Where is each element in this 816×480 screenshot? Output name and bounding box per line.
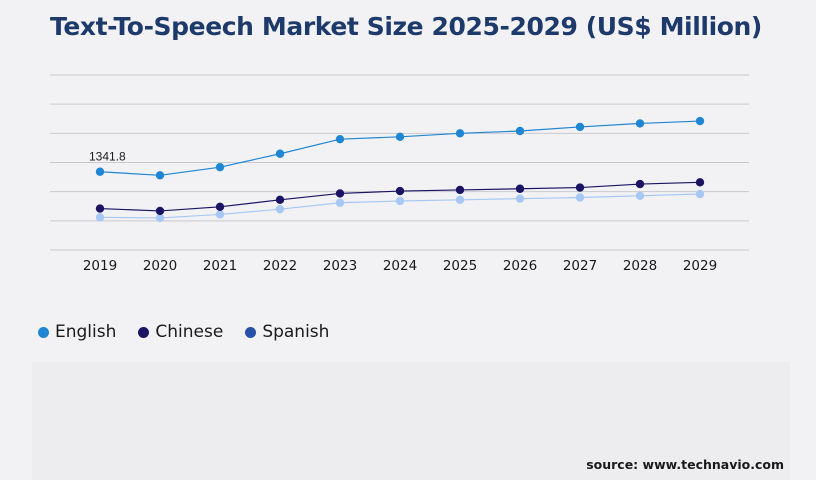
point-english-2021 (215, 162, 225, 172)
chart-title: Text-To-Speech Market Size 2025-2029 (US… (50, 12, 762, 41)
point-spanish-2027 (575, 193, 585, 202)
legend-marker-english (38, 326, 49, 338)
point-spanish-2020 (155, 213, 165, 223)
point-english-2023 (335, 134, 345, 144)
point-chinese-2022 (275, 195, 285, 205)
legend-marker-chinese (138, 326, 150, 338)
point-spanish-2019 (95, 213, 105, 222)
bottom-panel (32, 362, 790, 480)
legend-label-english: English (55, 322, 117, 342)
legend-label-spanish: Spanish (262, 322, 330, 342)
x-tick-label: 2024 (383, 258, 417, 274)
point-chinese-2027 (575, 183, 585, 192)
series-group (95, 116, 705, 223)
point-english-2025 (455, 129, 465, 138)
legend-label-chinese: Chinese (155, 322, 224, 342)
point-chinese-2029 (695, 178, 705, 187)
line-chart: 2019 2020 2021 2022 2023 2024 2025 2026 2027 2028… (50, 74, 749, 274)
x-tick-label: 2020 (143, 258, 177, 274)
x-tick-label: 2029 (683, 258, 717, 274)
point-english-2028 (635, 119, 645, 128)
x-tick-label: 2023 (323, 258, 357, 274)
x-tick-label: 2022 (263, 258, 297, 274)
data-label: 1341.8 (89, 150, 126, 164)
point-chinese-2025 (455, 185, 465, 195)
point-chinese-2026 (515, 184, 525, 193)
point-english-2020 (155, 171, 165, 180)
legend-item-english[interactable]: English (38, 322, 116, 342)
x-tick-label: 2021 (203, 258, 237, 274)
point-spanish-2025 (455, 195, 465, 205)
series-line-english (99, 120, 701, 176)
legend-item-spanish[interactable]: Spanish (245, 322, 329, 342)
point-english-2027 (575, 122, 585, 132)
x-tick-label: 2025 (443, 258, 477, 274)
x-tick-label: 2019 (83, 258, 117, 274)
point-chinese-2028 (635, 179, 645, 189)
point-english-2029 (695, 116, 705, 126)
point-english-2019 (95, 167, 105, 176)
gridlines (50, 74, 749, 251)
legend-marker-spanish (245, 326, 257, 338)
point-spanish-2024 (395, 196, 405, 206)
point-chinese-2019 (95, 204, 105, 213)
point-spanish-2023 (335, 198, 345, 207)
x-tick-label: 2027 (563, 258, 597, 274)
point-english-2022 (275, 149, 285, 158)
point-chinese-2021 (215, 202, 225, 212)
point-spanish-2026 (515, 194, 525, 203)
annotations: 1341.8 (89, 150, 126, 164)
point-chinese-2023 (335, 189, 345, 198)
point-chinese-2020 (155, 206, 165, 216)
point-spanish-2022 (275, 204, 285, 214)
point-spanish-2029 (695, 189, 705, 199)
legend: English Chinese Spanish (38, 322, 329, 342)
x-tick-label: 2026 (503, 258, 537, 274)
x-axis-labels: 2019 2020 2021 2022 2023 2024 2025 2026 2027 2028… (83, 258, 717, 274)
x-tick-label: 2028 (623, 258, 657, 274)
point-english-2024 (395, 132, 405, 142)
point-spanish-2021 (215, 210, 225, 219)
point-english-2026 (515, 126, 525, 136)
source-credit: source: www.technavio.com (586, 457, 784, 472)
legend-item-chinese[interactable]: Chinese (138, 322, 223, 342)
point-spanish-2028 (635, 191, 645, 200)
point-chinese-2024 (395, 186, 405, 196)
